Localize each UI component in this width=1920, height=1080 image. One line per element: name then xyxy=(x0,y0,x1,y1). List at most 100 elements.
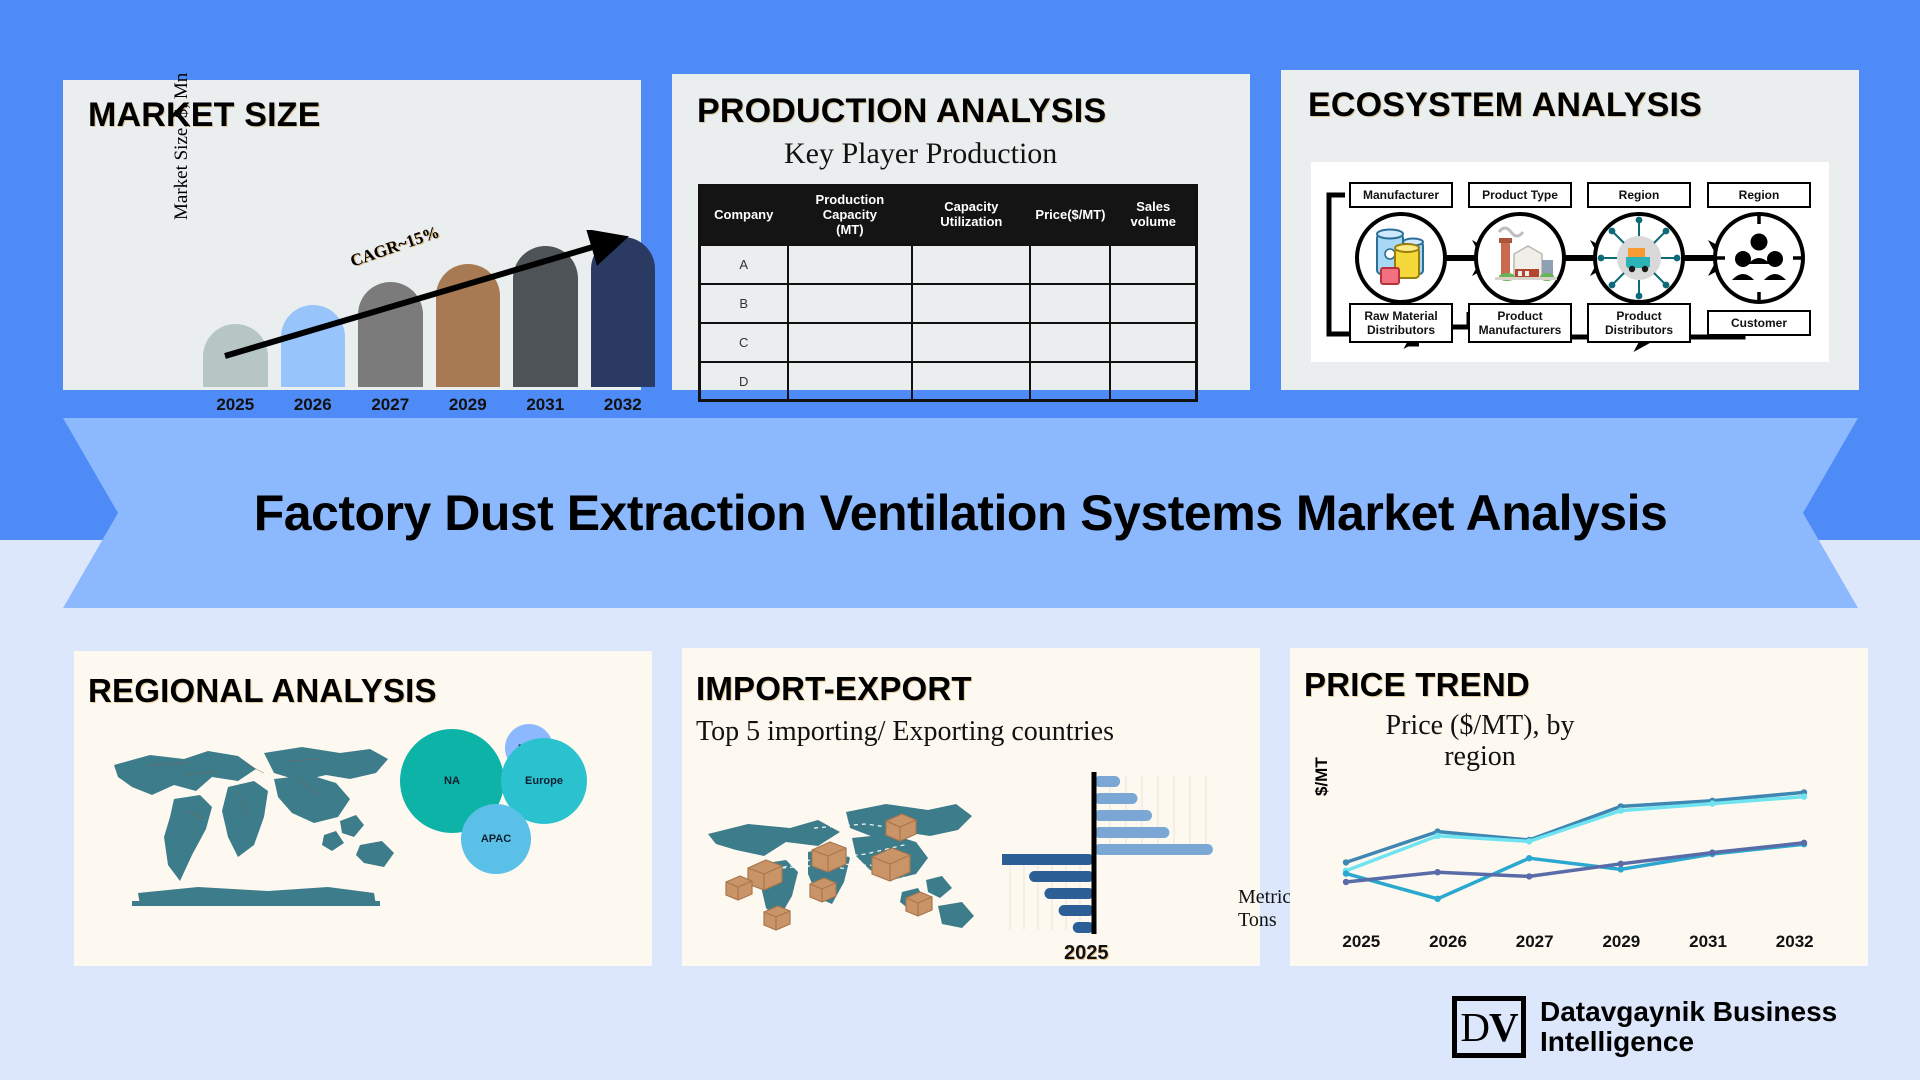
price-point xyxy=(1342,878,1350,886)
price-point xyxy=(1709,849,1716,856)
table-cell xyxy=(911,321,1032,363)
market-size-plot-area: CAGR~15% 2025 2026 2027 2029 2031 2032 xyxy=(203,222,673,415)
market-size-year-label: 2026 xyxy=(293,395,332,414)
import-export-axis-year: 2025 xyxy=(1064,942,1109,964)
page-title: Factory Dust Extraction Ventilation Syst… xyxy=(253,485,1668,541)
import-export-butterfly-chart xyxy=(1002,772,1213,934)
price-line-region-1 xyxy=(1345,790,1805,865)
ecosystem-analysis-title: ECOSYSTEM ANALYSIS xyxy=(1308,86,1703,124)
ecosystem-diagram-svg xyxy=(1326,192,1805,352)
market-size-year-label: 2031 xyxy=(526,395,565,414)
price-line-region-4 xyxy=(1345,841,1805,884)
main-banner: Factory Dust Extraction Ventilation Syst… xyxy=(63,418,1858,608)
price-point xyxy=(1617,807,1624,814)
table-cell xyxy=(911,243,1032,285)
logo-letter-v: V xyxy=(1489,1003,1519,1050)
import-export-title: IMPORT-EXPORT xyxy=(696,670,972,707)
table-cell: A xyxy=(698,243,789,285)
ecosystem-node-product-distributors: Product Distributors xyxy=(1587,303,1691,343)
price-trend-year-label: 2027 xyxy=(1515,932,1554,951)
price-point xyxy=(1709,800,1716,807)
table-row: D xyxy=(698,360,1198,402)
import-bar xyxy=(1094,844,1213,855)
export-bar xyxy=(1072,922,1094,933)
table-cell xyxy=(1029,243,1112,285)
logo-line-1: Datavgaynik Business xyxy=(1540,996,1838,1028)
table-cell xyxy=(1029,282,1112,324)
table-cell xyxy=(911,360,1032,402)
panel-production-analysis: PRODUCTION ANALYSIS Key Player Productio… xyxy=(672,74,1250,403)
import-export-subtitle: Top 5 importing/ Exporting countries xyxy=(696,716,1114,747)
price-point xyxy=(1526,855,1533,862)
market-size-title: MARKET SIZE xyxy=(88,96,321,134)
price-point xyxy=(1526,873,1533,880)
world-map-icon xyxy=(114,747,394,906)
price-trend-year-label: 2032 xyxy=(1775,932,1814,951)
production-analysis-subtitle: Key Player Production xyxy=(784,137,1058,170)
market-size-year-label: 2029 xyxy=(448,395,487,414)
ecosystem-node-region: Region xyxy=(1707,182,1811,208)
table-header-cell: Company xyxy=(699,185,789,245)
price-point xyxy=(1800,839,1808,846)
market-size-bar xyxy=(590,237,655,387)
import-bar xyxy=(1094,776,1121,787)
panel-ecosystem-analysis: ECOSYSTEM ANALYSIS xyxy=(1281,70,1859,390)
import-bar xyxy=(1094,810,1152,821)
table-cell: B xyxy=(698,282,789,324)
logo-mark-dv: D V xyxy=(1452,996,1526,1058)
production-analysis-title: PRODUCTION ANALYSIS xyxy=(697,92,1107,130)
market-size-y-axis-label: Market Size, $, Mn xyxy=(171,72,192,220)
panel-price-trend: PRICE TREND Price ($/MT), by region $/MT… xyxy=(1290,648,1868,966)
table-header-cell: Sales volume xyxy=(1110,185,1198,245)
table-cell xyxy=(786,282,914,324)
table-cell: C xyxy=(698,321,789,363)
price-point xyxy=(1342,870,1350,877)
price-point xyxy=(1342,859,1350,866)
market-size-bar xyxy=(513,246,578,387)
price-line-region-2 xyxy=(1345,794,1805,873)
price-trend-line-chart xyxy=(1342,789,1808,902)
ecosystem-node-product-type: Product Type xyxy=(1468,182,1572,208)
key-player-production-table-wrapper: Company Production Capacity (MT) Capacity U… xyxy=(698,184,1198,403)
ecosystem-node-manufacturer: Manufacturer xyxy=(1349,182,1453,208)
panel-market-size: MARKET SIZE Market Size, $, Mn CAGR~15% … xyxy=(63,73,655,414)
key-player-production-table: Company Production Capacity (MT) Capacity U… xyxy=(698,184,1198,403)
table-row: A xyxy=(698,243,1198,285)
export-bar xyxy=(1058,905,1094,916)
price-trend-year-label: 2031 xyxy=(1689,932,1727,951)
price-trend-year-label: 2029 xyxy=(1602,932,1641,951)
table-cell: D xyxy=(698,360,789,402)
table-header-row: Company Production Capacity (MT) Capacity U… xyxy=(699,185,1198,245)
export-bar xyxy=(1002,854,1094,865)
table-header-cell: Price($/MT) xyxy=(1030,185,1112,245)
table-cell xyxy=(1109,321,1198,363)
price-trend-subtitle: Price ($/MT), by region xyxy=(1385,710,1575,773)
price-trend-x-axis-labels: 2025 2026 2027 2029 2031 2032 xyxy=(1318,932,1838,952)
price-trend-title: PRICE TREND xyxy=(1304,666,1530,703)
price-point xyxy=(1800,793,1808,800)
import-bar xyxy=(1094,827,1170,838)
market-size-bar-group xyxy=(203,237,655,387)
market-size-bar xyxy=(280,304,345,387)
trade-flow-map-icon xyxy=(708,804,974,931)
table-cell xyxy=(786,321,914,363)
table-cell xyxy=(786,360,914,402)
table-cell xyxy=(1029,321,1112,363)
market-size-year-label: 2027 xyxy=(371,395,410,414)
logo-letter-d: D xyxy=(1460,1003,1490,1050)
panel-import-export: IMPORT-EXPORT Top 5 importing/ Exporting… xyxy=(682,648,1291,966)
export-bar xyxy=(1044,888,1094,899)
table-cell xyxy=(1109,243,1198,285)
logo-wordmark: Datavgaynik Business Intelligence xyxy=(1540,997,1837,1056)
ecosystem-node-region: Region xyxy=(1587,182,1691,208)
ecosystem-node-raw-material-distributors: Raw Material Distributors xyxy=(1349,303,1453,343)
table-header-cell: Capacity Utilization xyxy=(912,185,1032,245)
regional-analysis-title: REGIONAL ANALYSIS xyxy=(88,672,437,709)
market-size-bar xyxy=(435,264,500,387)
ecosystem-node-customer: Customer xyxy=(1707,310,1811,336)
export-bar xyxy=(1029,871,1094,882)
price-point xyxy=(1434,832,1441,839)
table-cell xyxy=(1109,282,1198,324)
